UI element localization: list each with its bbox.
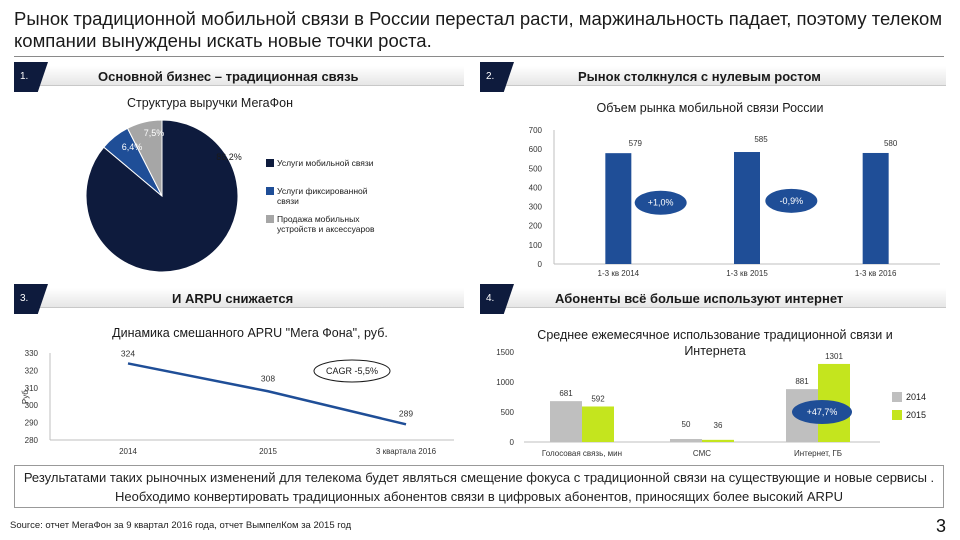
arpu-value-label-1: 324 [121,348,135,358]
revenue-pie-chart: 86,2% 6,4%7,5% Услуги мобильной связи Услуг… [85,119,375,273]
y-tick-label: 200 [529,222,543,231]
legend-label-3: устройств и аксессуаров [277,224,375,234]
pie-slice-3 [126,119,163,197]
usage-bar-2014-2 [670,439,702,442]
arpu-line [127,362,407,426]
y-tick-label: 300 [529,203,543,212]
usage-value-label: 881 [795,377,809,386]
y-tick-label: 0 [538,260,543,269]
market-bar-3 [862,152,889,264]
y-tick-label: 100 [529,241,543,250]
usage-value-label: 50 [682,420,691,429]
y-tick-label: 310 [25,384,39,393]
section-2-header-bar [480,66,946,86]
market-bar-1 [605,153,632,264]
section-4-header-bar [480,288,946,308]
usage-bar-2015-2 [702,439,734,442]
market-chart-title: Объем рынка мобильной связи России [596,101,824,115]
legend-swatch-2 [266,187,274,195]
arpu-value-label-2: 308 [261,373,275,383]
section-4-heading: Абоненты всё больше используют интернет [555,291,844,306]
y-tick-label: 330 [25,349,39,358]
market-value-label-1: 579 [629,139,643,148]
arpu-chart-title: Динамика смешанного APRU "Мега Фона", ру… [112,326,388,340]
market-value-label-3: 580 [884,139,898,148]
usage-value-label: 1301 [825,352,843,361]
pie-value-label-2: 6,4% [122,142,143,152]
market-bar-chart: 0 100 200 300 400 500 600 700 579 1-3 кв 2014 585 1… [529,126,940,278]
y-tick-label: 500 [501,408,515,417]
legend-label-2014: 2014 [906,392,926,402]
x-tick-label-1: Голосовая связь, мин [542,449,622,458]
conclusion-note: Результатами таких рыночных изменений дл… [14,465,944,508]
growth-label-1: +1,0% [648,198,674,208]
y-tick-label: 300 [25,401,39,410]
section-2-heading: Рынок столкнулся с нулевым ростом [578,69,821,84]
title-divider [14,56,944,57]
legend-label-1: Услуги мобильной связи [277,158,374,168]
legend-swatch-1 [266,159,274,167]
x-tick-label-2: 1-3 кв 2015 [726,269,768,278]
y-tick-label: 320 [25,366,39,375]
arpu-line-chart: 280 290 300 310 320 330 Руб. 324 2014 308 2015 289 3… [21,348,454,456]
cagr-label: CAGR -5,5% [326,366,378,376]
growth-badge-1 [634,190,687,215]
y-tick-label: 290 [25,419,39,428]
pie-chart-title: Структура выручки МегаФон [127,96,293,110]
y-tick-label: 1000 [496,378,514,387]
market-value-label-2: 585 [754,135,768,144]
usage-bar-2015-1 [582,406,614,442]
x-tick-label-1: 1-3 кв 2014 [598,269,640,278]
y-axis-title: Руб. [21,388,30,404]
x-tick-label-1: 2014 [119,447,137,456]
y-tick-label: 0 [510,438,515,447]
y-tick-label: 280 [25,436,39,445]
growth-label-2: -0,9% [780,196,804,206]
legend-label-2: связи [277,196,299,206]
source-note: Source: отчет МегаФон за 9 квартал 2016 … [10,520,352,531]
usage-chart-title: Среднее ежемесячное использование традиц… [537,328,893,358]
y-tick-label: 1500 [496,348,514,357]
slide-title: Рынок традиционной мобильной связи в Рос… [14,8,943,51]
pie-value-label-1: 86,2% [216,152,242,162]
usage-value-label: 36 [714,421,723,430]
growth-badge [792,400,852,424]
arpu-value-label-3: 289 [399,408,413,418]
usage-bar-chart: 0 500 1000 1500 681 50 881 592 36 1301 Голосовая с… [496,348,926,458]
legend-swatch-2014 [892,392,902,402]
usage-value-label: 592 [591,394,605,403]
section-1-heading: Основной бизнес – традиционная связь [98,69,359,84]
legend-label-3: Продажа мобильных [277,214,360,224]
usage-bar-2014-1 [550,401,582,442]
x-tick-label-2: СМС [693,449,711,458]
x-tick-label-3: 1-3 кв 2016 [855,269,897,278]
cagr-badge [313,359,391,383]
section-2-badge: 2. [480,62,514,92]
legend-swatch-3 [266,215,274,223]
x-tick-label-3: 3 квартала 2016 [376,447,437,456]
legend-label-2: Услуги фиксированной [277,186,368,196]
page-number: 3 [935,516,946,536]
growth-badge-2 [765,188,818,213]
market-bar-2 [734,152,760,264]
section-3-header-bar [14,288,464,308]
x-tick-label-2: 2015 [259,447,277,456]
y-tick-label: 700 [529,126,543,135]
usage-value-label: 681 [559,389,573,398]
section-1-header-bar [14,66,464,86]
growth-label: +47,7% [807,407,838,417]
section-4-badge: 4. [480,284,514,314]
legend-label-2015: 2015 [906,410,926,420]
y-tick-label: 500 [529,164,543,173]
legend-swatch-2015 [892,410,902,420]
x-tick-label-3: Интернет, ГБ [794,449,842,458]
section-3-heading: И ARPU снижается [172,291,294,306]
pie-value-label-3: 7,5% [144,128,165,138]
y-tick-label: 400 [529,183,543,192]
y-tick-label: 600 [529,145,543,154]
